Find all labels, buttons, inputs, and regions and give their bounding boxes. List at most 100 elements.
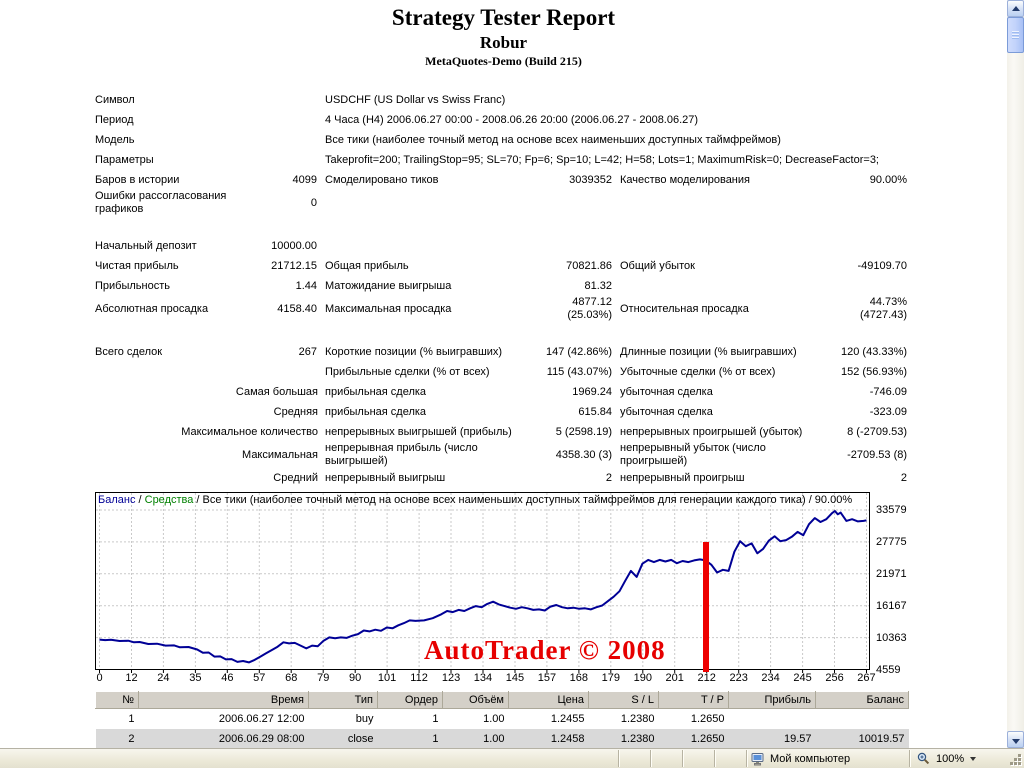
summary-row: Параметры Takeprofit=200; TrailingStop=95… xyxy=(95,150,908,170)
summary-cell xyxy=(235,110,318,130)
x-axis-tick-label: 35 xyxy=(189,672,202,684)
summary-cell: 8 (-2709.53) xyxy=(847,425,908,438)
x-axis-tick-label: 123 xyxy=(441,672,461,684)
trades-cell: buy xyxy=(355,712,374,725)
trades-cell: 2 xyxy=(128,732,135,745)
zoom-control[interactable]: 100% xyxy=(909,750,1005,767)
x-axis-tick-label: 12 xyxy=(125,672,138,684)
summary-row: Символ USDCHF (US Dollar vs Swiss Franc) xyxy=(95,90,908,110)
summary-cell: убыточная сделка xyxy=(620,405,713,418)
scrollbar-grip-icon xyxy=(1012,31,1019,40)
summary-cell: 4358.30 (3) xyxy=(555,448,612,461)
zoom-dropdown-arrow-icon[interactable] xyxy=(970,757,977,764)
scroll-down-button[interactable] xyxy=(1007,731,1024,748)
scroll-up-button[interactable] xyxy=(1007,0,1024,17)
x-axis-tick-label: 24 xyxy=(157,672,170,684)
trades-header-cell: T / P xyxy=(658,691,729,709)
summary-cell: Длинные позиции (% выигравших) xyxy=(620,345,797,358)
summary-cell: Чистая прибыль xyxy=(95,259,179,272)
summary-cell: 44.73% (4727.43) xyxy=(859,296,908,321)
summary-cell: Параметры xyxy=(95,153,154,166)
trades-cell xyxy=(816,709,909,729)
summary-cell: прибыльная сделка xyxy=(325,385,427,398)
summary-cell: прибыльная сделка xyxy=(325,405,427,418)
summary-cell: 70821.86 xyxy=(566,259,612,272)
summary-row: Максимальное количество непрерывных выигр… xyxy=(95,422,908,442)
y-axis-tick-label: 27775 xyxy=(876,535,907,548)
x-axis-tick-label: 201 xyxy=(665,672,684,684)
summary-spacer-row xyxy=(95,216,908,236)
statusbar-pane xyxy=(714,750,746,767)
summary-cell: 3039352 xyxy=(569,173,612,186)
summary-cell: убыточная сделка xyxy=(620,385,713,398)
summary-row: Прибыльные сделки (% от всех) 115 (43.07%… xyxy=(95,362,908,382)
summary-cell: Средний xyxy=(273,471,318,484)
summary-cell: Короткие позиции (% выигравших) xyxy=(325,345,503,358)
summary-cell: Смоделировано тиков xyxy=(325,173,439,186)
security-zone-label: Мой компьютер xyxy=(770,752,851,765)
x-axis-tick-label: 46 xyxy=(221,672,234,684)
x-axis-tick-label: 0 xyxy=(96,672,103,684)
x-axis-tick-label: 267 xyxy=(857,672,876,684)
summary-cell: -746.09 xyxy=(869,385,908,398)
trades-cell: 1 xyxy=(432,712,439,725)
summary-cell: Матожидание выигрыша xyxy=(325,279,452,292)
trades-cell: 1 xyxy=(432,732,439,745)
summary-cell: 267 xyxy=(298,345,317,358)
summary-cell xyxy=(613,276,781,296)
summary-cell xyxy=(613,236,781,256)
summary-cell xyxy=(95,216,908,236)
scrollbar-thumb[interactable] xyxy=(1007,17,1024,53)
summary-cell xyxy=(613,190,781,216)
trades-header-cell: Ордер xyxy=(377,691,443,709)
statusbar-main-pane xyxy=(0,749,618,768)
summary-cell: 4 Часа (H4) 2006.06.27 00:00 - 2008.06.2… xyxy=(325,113,699,126)
balance-chart: Баланс / Средства / Все тики (наиболее т… xyxy=(95,492,870,673)
summary-row: Максимальная непрерывная прибыль (число в… xyxy=(95,442,908,468)
summary-row: Прибыльность 1.44 Матожидание выигрыша 81.3… xyxy=(95,276,908,296)
y-axis-tick-label: 10363 xyxy=(876,631,907,644)
expert-name: Robur xyxy=(479,33,528,52)
resize-grip[interactable] xyxy=(1005,749,1024,768)
summary-cell xyxy=(781,236,908,256)
summary-cell xyxy=(235,130,318,150)
summary-row: Ошибки рассогласования графиков 0 xyxy=(95,190,908,216)
y-axis-tick-label: 4559 xyxy=(876,663,901,676)
summary-row: Средний непрерывный выигрыш 2 непрерывный п… xyxy=(95,468,908,488)
trades-cell: 10019.57 xyxy=(858,732,905,745)
chevron-down-icon xyxy=(1012,739,1020,744)
summary-cell: 4099 xyxy=(292,173,317,186)
summary-cell: Общая прибыль xyxy=(325,259,409,272)
summary-cell: 4158.40 xyxy=(277,302,317,315)
trades-header-cell: S / L xyxy=(588,691,659,709)
summary-cell: 5 (2598.19) xyxy=(555,425,612,438)
summary-table: Символ USDCHF (US Dollar vs Swiss Franc) П… xyxy=(95,90,908,488)
status-bar: Мой компьютер 100% xyxy=(0,748,1024,768)
summary-cell xyxy=(235,90,318,110)
summary-cell: непрерывная прибыль (число выигрышей) xyxy=(325,442,478,467)
summary-cell: 115 (43.07%) xyxy=(546,365,612,378)
resize-grip-icon xyxy=(1010,754,1022,766)
summary-cell: Баров в истории xyxy=(95,173,180,186)
summary-spacer-row xyxy=(95,322,908,342)
statusbar-pane xyxy=(682,750,714,767)
summary-cell: 10000.00 xyxy=(271,239,317,252)
summary-cell: Общий убыток xyxy=(620,259,695,272)
trades-cell: 1.2455 xyxy=(550,712,585,725)
legend-balance: Баланс xyxy=(98,494,136,506)
x-axis-tick-label: 190 xyxy=(633,672,652,684)
trades-header-cell: № xyxy=(95,691,139,709)
x-axis-tick-label: 234 xyxy=(761,672,780,684)
balance-chart-svg xyxy=(95,492,870,673)
summary-cell: Период xyxy=(95,113,134,126)
y-axis-tick-label: 21971 xyxy=(876,567,907,580)
trades-header-cell: Тип xyxy=(308,691,378,709)
summary-cell xyxy=(95,322,908,342)
trades-cell: 1.2380 xyxy=(620,732,655,745)
summary-body: Символ USDCHF (US Dollar vs Swiss Franc) П… xyxy=(95,90,908,488)
x-axis-tick-label: 168 xyxy=(569,672,589,684)
trades-header-cell: Время xyxy=(138,691,309,709)
vertical-scrollbar[interactable] xyxy=(1007,0,1024,748)
x-axis-tick-label: 112 xyxy=(410,672,428,684)
chart-red-marker xyxy=(703,542,709,672)
